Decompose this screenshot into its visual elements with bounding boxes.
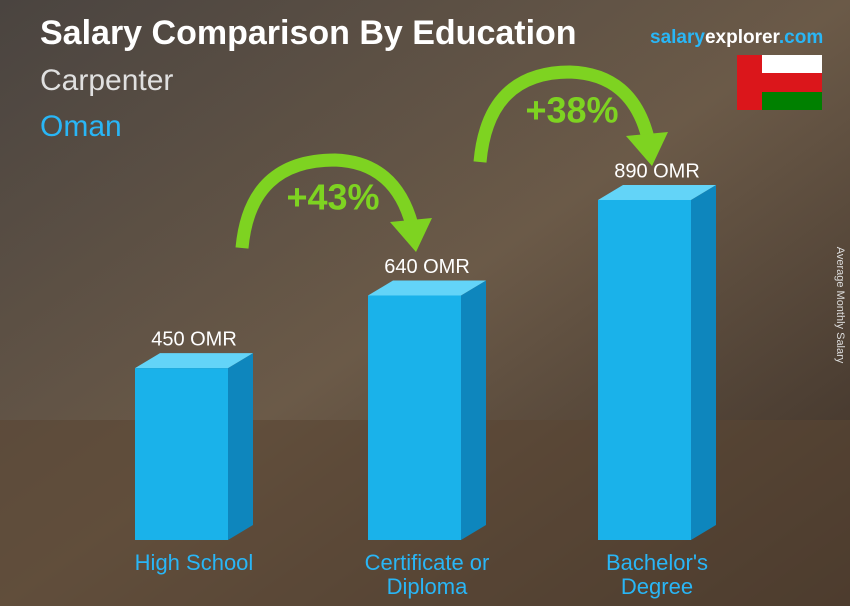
location: Oman: [40, 110, 122, 143]
arrow-head: [626, 132, 668, 166]
x-tick-label: Certificate or Diploma: [364, 550, 490, 599]
value-label: 890 OMR: [614, 160, 700, 182]
flag-green: [762, 92, 822, 110]
y-axis-label: Average Monthly Salary: [834, 247, 846, 364]
bar-top: [598, 185, 716, 200]
brand-part: .com: [779, 27, 823, 48]
arrow-head: [390, 218, 432, 252]
bar: [368, 295, 461, 540]
bar-side: [228, 353, 253, 540]
subtitle: Carpenter: [40, 64, 173, 97]
flag-white: [762, 55, 822, 73]
brand: salaryexplorer.com: [650, 27, 823, 48]
title: Salary Comparison By Education: [40, 14, 577, 52]
bar-side: [461, 280, 486, 540]
annotation: +43%: [286, 177, 379, 218]
arrow: [235, 65, 655, 249]
bar: [135, 368, 228, 540]
flag: [737, 55, 822, 110]
bar: [598, 200, 691, 540]
x-tick-label: High School: [134, 550, 254, 575]
annotation: +38%: [525, 90, 618, 131]
arrow-arc: [473, 65, 655, 163]
value-label: 450 OMR: [151, 328, 237, 350]
arrow-arc: [235, 153, 419, 249]
bar-top: [135, 353, 253, 369]
bar-top: [368, 280, 486, 296]
x-tick-label: Bachelor's Degree: [605, 550, 709, 599]
value-label: 640 OMR: [384, 256, 470, 278]
bar-side: [691, 185, 716, 540]
brand-part: salary: [650, 27, 705, 48]
brand-part: explorer: [705, 27, 781, 48]
